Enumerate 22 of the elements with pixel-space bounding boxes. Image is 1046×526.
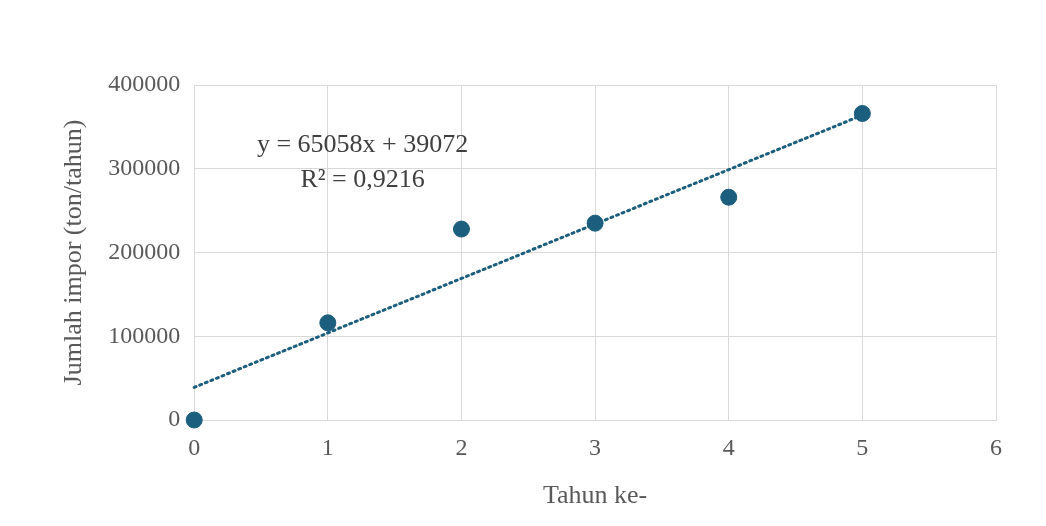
y-tick-label: 400000	[108, 70, 181, 97]
x-tick-label: 0	[188, 433, 201, 460]
y-tick-label: 100000	[108, 321, 181, 348]
x-tick-label: 3	[589, 433, 602, 460]
point	[452, 220, 470, 238]
x-axis-title: Tahun ke-	[542, 480, 648, 510]
x-tick-label: 4	[722, 433, 735, 460]
y-tick-label: 0	[168, 405, 181, 432]
point	[853, 104, 871, 122]
point	[586, 214, 604, 232]
point	[720, 188, 738, 206]
y-tick-label: 300000	[108, 154, 181, 181]
annotation: y = 65058x + 39072	[256, 128, 469, 158]
y-tick-label: 200000	[108, 237, 181, 264]
x-tick-label: 5	[856, 433, 869, 460]
annotation: R² = 0,9216	[300, 163, 425, 193]
point	[185, 411, 203, 429]
x-tick-label: 6	[990, 433, 1002, 460]
point	[319, 314, 337, 332]
y-axis-title: Jumlah impor (ton/tahun)	[58, 119, 88, 386]
x-tick-label: 1	[321, 433, 334, 460]
x-tick-label: 2	[455, 433, 468, 460]
